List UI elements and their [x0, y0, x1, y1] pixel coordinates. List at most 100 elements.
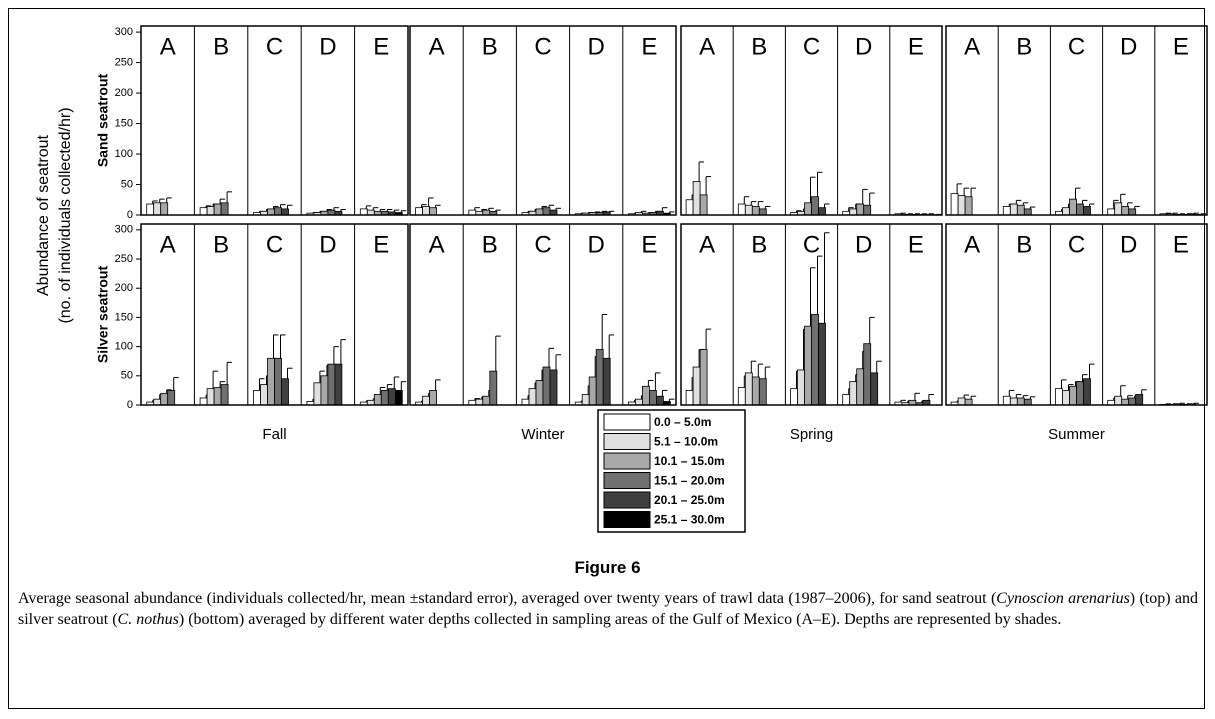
error-bar [541, 205, 547, 209]
error-bar [654, 372, 661, 391]
error-bar [608, 334, 615, 359]
bar [220, 202, 229, 216]
area-label: D [855, 33, 872, 60]
error-bar [333, 207, 339, 211]
bar [313, 382, 322, 406]
error-bar [365, 205, 372, 209]
legend-swatch [603, 472, 651, 489]
error-bar [386, 384, 393, 391]
bar [1121, 398, 1130, 406]
panel-border [409, 25, 677, 216]
error-bar [166, 389, 172, 394]
area-label: C [266, 33, 283, 60]
area-label: C [803, 231, 820, 258]
bar [635, 398, 643, 406]
error-bar [474, 398, 480, 401]
error-bar [393, 376, 400, 389]
bar [320, 375, 329, 406]
bar [274, 357, 282, 406]
caption-text: C. nothus [117, 611, 179, 628]
error-bar [152, 200, 158, 205]
y-tick-label: 150 [115, 311, 133, 323]
bar [281, 378, 289, 406]
error-bar [333, 346, 339, 365]
bar [528, 388, 537, 406]
error-bar [287, 204, 293, 209]
error-bar [601, 314, 608, 350]
area-label: E [641, 231, 657, 258]
legend-label: 0.0 – 5.0m [654, 415, 711, 429]
error-bar [1193, 212, 1199, 214]
area-label: B [751, 231, 767, 258]
area-label: D [588, 33, 605, 60]
error-bar [340, 339, 346, 365]
bar [1076, 381, 1084, 406]
error-bar [326, 209, 332, 212]
bar [489, 370, 498, 406]
area-label: D [319, 33, 336, 60]
error-bar [1127, 202, 1133, 207]
error-bar [488, 207, 494, 211]
legend-swatch [603, 491, 651, 509]
error-bar [1008, 389, 1015, 397]
error-bar [1029, 206, 1036, 209]
y-axis-label: Abundance of seatrout [35, 134, 52, 296]
bar [797, 369, 805, 406]
bar [394, 390, 403, 406]
error-bar [219, 381, 226, 388]
caption: Average seasonal abundance (individuals … [18, 588, 1198, 630]
bar [1016, 397, 1025, 406]
error-bar [1068, 384, 1074, 391]
error-bar [1089, 203, 1095, 207]
legend-swatch [603, 452, 651, 470]
legend-swatch [603, 511, 651, 528]
error-bar [668, 211, 675, 214]
bar [199, 207, 208, 216]
row-label: Sand seatrout [95, 73, 111, 167]
error-bar [1120, 385, 1126, 397]
bar [359, 208, 368, 216]
area-label: D [1120, 33, 1137, 60]
bar [856, 368, 865, 406]
bar [656, 395, 664, 406]
error-bar [594, 211, 601, 213]
bar [1023, 208, 1032, 216]
bar [213, 203, 222, 216]
bar [804, 325, 812, 406]
error-bar [743, 196, 750, 205]
bar [699, 349, 708, 406]
y-tick-label: 250 [115, 253, 133, 265]
y-tick-label: 100 [115, 148, 133, 160]
error-bar [810, 267, 816, 327]
error-bar [1179, 402, 1185, 404]
error-bar [824, 232, 830, 324]
error-bar [601, 210, 608, 213]
error-bar [757, 363, 764, 377]
error-bar [555, 354, 561, 370]
error-bar [796, 210, 802, 213]
bar [957, 397, 966, 406]
bar [1009, 397, 1018, 406]
bar [957, 195, 966, 216]
bar [642, 385, 650, 406]
error-bar [928, 393, 934, 401]
error-bar [869, 192, 875, 206]
error-bar [280, 204, 286, 208]
y-tick-label: 0 [127, 209, 133, 221]
error-bar [661, 207, 668, 212]
error-bar [608, 210, 615, 212]
error-bar [705, 176, 712, 195]
error-bar [212, 370, 219, 389]
bar [220, 384, 229, 406]
bar [1083, 206, 1091, 216]
bar [542, 366, 551, 406]
bar [692, 181, 701, 216]
bar [267, 208, 275, 216]
y-tick-label: 50 [121, 178, 133, 190]
bar [535, 380, 544, 406]
legend-label: 10.1 – 15.0m [654, 454, 725, 468]
bar [1083, 378, 1091, 406]
bar [758, 378, 767, 406]
error-bar [319, 370, 325, 383]
bar [429, 207, 438, 216]
